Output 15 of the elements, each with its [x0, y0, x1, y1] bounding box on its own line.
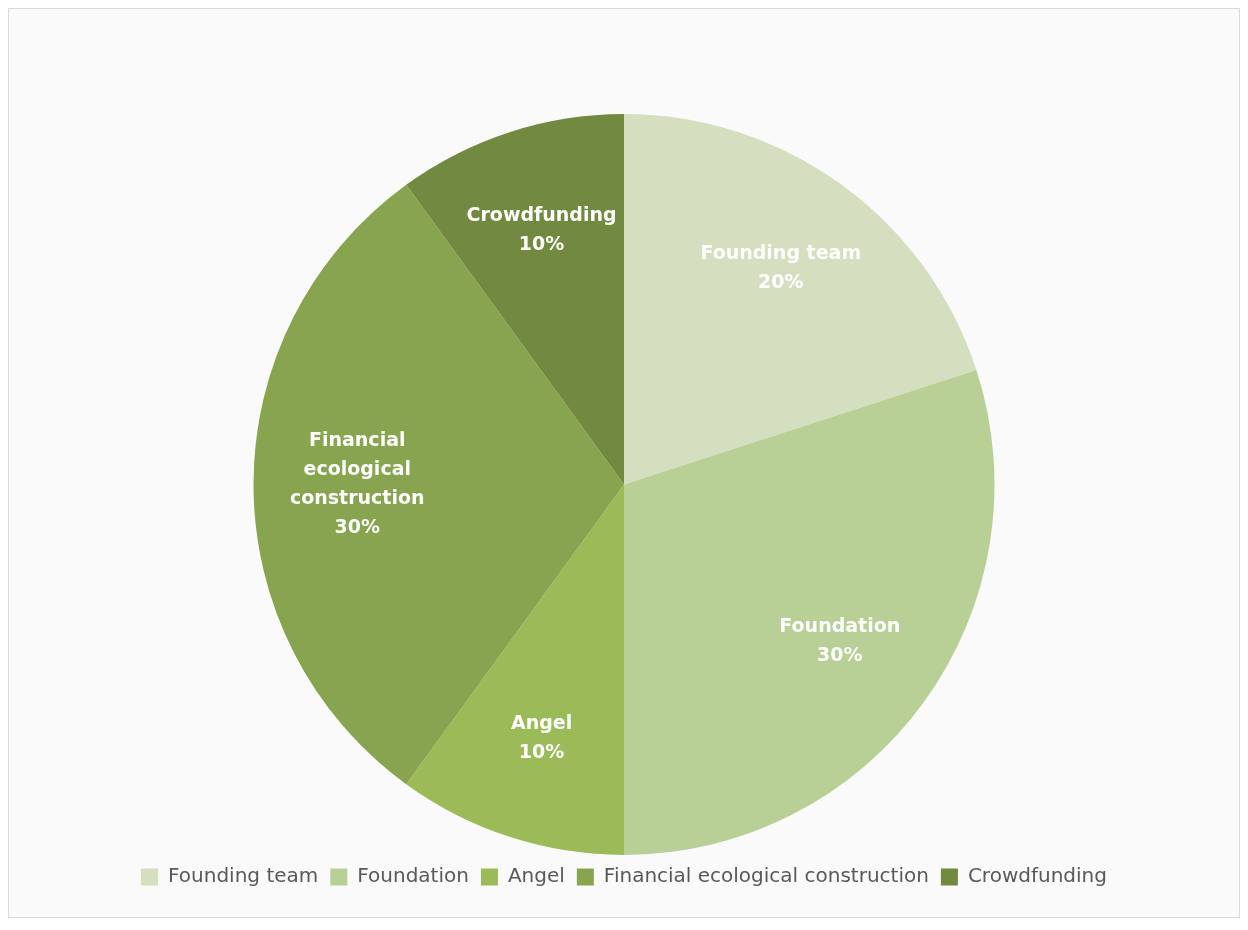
legend-label: Financial ecological construction: [603, 863, 929, 888]
legend-label: Foundation: [357, 863, 469, 888]
legend-label: Founding team: [168, 863, 319, 888]
slice-label: Founding team: [700, 241, 862, 264]
data-label: 10%: [518, 232, 565, 255]
legend-label: Crowdfunding: [967, 863, 1107, 888]
data-label: 20%: [758, 270, 804, 293]
data-label: 30%: [334, 514, 380, 537]
data-label: 30%: [817, 642, 863, 665]
slice-label: Crowdfunding: [466, 203, 617, 226]
slice-label: Foundation: [779, 613, 901, 636]
slice-label: Financial ecological construction: [289, 427, 425, 508]
legend-label: Angel: [507, 863, 565, 888]
slice-label: Angel: [510, 710, 573, 733]
data-label: 10%: [518, 739, 565, 762]
